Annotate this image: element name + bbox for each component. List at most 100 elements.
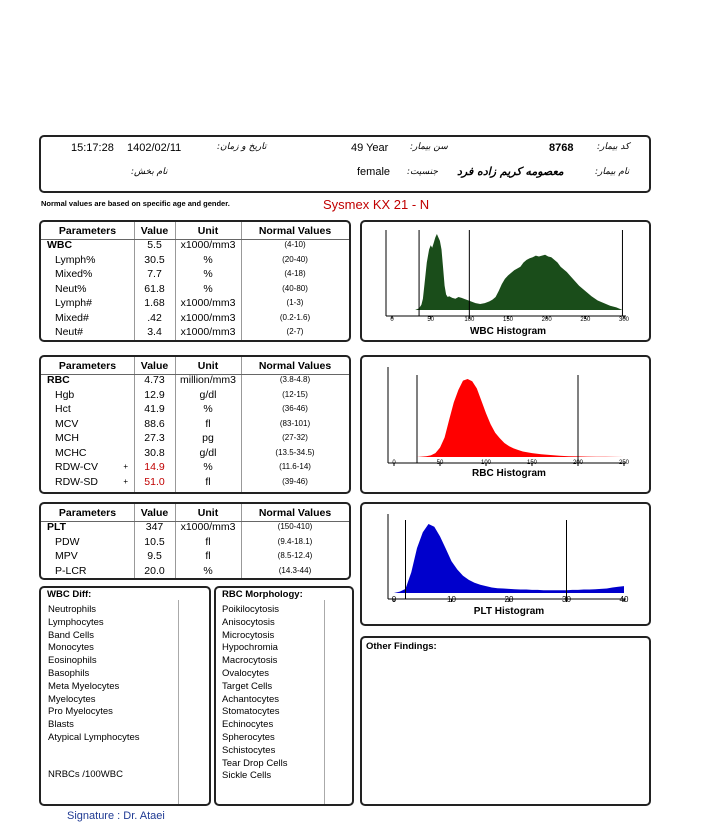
plt-histogram: 0 10 20 30 40 PLT Histogram	[387, 514, 629, 617]
other-findings-box: Other Findings:	[360, 636, 651, 806]
col-value: Value	[140, 360, 169, 372]
flag-indicator: +	[123, 462, 128, 471]
plt-results-box: Parameters Value Unit Normal Values PLT 3…	[39, 502, 351, 580]
plt-histogram-box: 0 10 20 30 40 PLT Histogram	[360, 502, 651, 626]
flag-indicator	[109, 520, 134, 535]
param-value: 41.9	[144, 403, 165, 415]
param-unit: %	[203, 282, 213, 295]
param-name: Neut%	[55, 282, 87, 295]
table-row: RBC 4.73 million/mm3 (3.8-4.8)	[41, 373, 349, 388]
normal-range: (14.3-44)	[278, 565, 312, 575]
param-unit: fl	[205, 550, 211, 562]
table-row: Mixed% 7.7% (4-18)	[41, 267, 349, 282]
list-item: Spherocytes	[222, 732, 275, 743]
param-name: PLT	[47, 521, 67, 533]
date-time-label: تاریخ و زمان:	[217, 142, 267, 152]
list-item: Echinocytes	[222, 719, 274, 731]
wbc-diff-box: WBC Diff: Neutrophils Lymphocytes Band Cel…	[39, 586, 211, 806]
param-value: 5.5	[147, 239, 162, 251]
list-item: Atypical Lymphocytes	[48, 732, 140, 743]
table-row: P-LCR 20.0% (14.3-44)	[41, 564, 349, 579]
list-item: Stomatocytes	[222, 706, 280, 718]
histogram-title: PLT Histogram	[474, 606, 544, 617]
param-name: Hct	[55, 403, 71, 415]
col-value: Value	[140, 225, 169, 237]
normal-range: (40-80)	[282, 283, 308, 293]
flag-indicator	[109, 564, 134, 579]
param-name: Hgb	[55, 388, 75, 401]
patient-code: 8768	[549, 142, 574, 154]
normal-range: (39-46)	[282, 476, 308, 486]
param-unit: x1000/mm3	[180, 521, 236, 533]
col-normal: Normal Values	[258, 507, 332, 519]
table-row: MCHC 30.8 g/dl (13.5-34.5)	[41, 446, 349, 461]
flag-indicator	[109, 535, 134, 550]
flag-indicator	[109, 253, 134, 268]
rbc-histogram: 0 50 100 150 200 250 RBC Histogram	[387, 367, 630, 479]
table-row: MPV 9.5 fl (8.5-12.4)	[41, 549, 349, 564]
normal-range: (8.5-12.4)	[277, 551, 313, 560]
param-unit: %	[203, 461, 213, 473]
wbc-results-box: Parameters Value Unit Normal Values WBC 5…	[39, 220, 351, 342]
patient-name-label: نام بیمار:	[595, 167, 630, 177]
histogram-area	[392, 234, 623, 310]
flag-indicator	[109, 296, 134, 311]
x-tick-label: 50	[437, 460, 444, 466]
flag-indicator	[109, 446, 134, 461]
flag-indicator	[109, 549, 134, 564]
list-item: Tear Drop Cells	[222, 757, 288, 769]
x-tick-label: 100	[464, 317, 475, 323]
param-value: 1.68	[144, 297, 165, 309]
param-name: RDW-SD	[55, 475, 98, 488]
wbc-diff-title: WBC Diff:	[47, 589, 92, 600]
param-unit: x1000/mm3	[180, 239, 236, 251]
normal-range: (13.5-34.5)	[275, 447, 315, 457]
param-unit: %	[203, 564, 213, 577]
wbc-histogram: 0 50 100 150 200 250 300 WBC Histogram	[385, 230, 630, 337]
list-item: Myelocytes	[48, 693, 96, 705]
param-unit: %	[203, 403, 213, 415]
param-value: 14.9	[144, 461, 165, 473]
histogram-title: WBC Histogram	[470, 326, 546, 337]
param-name: Lymph#	[55, 297, 92, 309]
normal-range: (11.6-14)	[279, 462, 311, 471]
param-name: WBC	[47, 239, 73, 251]
patient-header-box: 15:17:28 1402/02/11 تاریخ و زمان: 49 Yea…	[39, 135, 651, 193]
normal-range: (27-32)	[282, 433, 308, 442]
patient-code-label: کد بیمار:	[597, 142, 630, 152]
flag-indicator	[109, 325, 134, 340]
x-tick-label: 250	[619, 460, 630, 466]
x-tick-label: 250	[580, 317, 591, 323]
param-unit: fl	[205, 535, 211, 548]
param-name: RDW-CV	[55, 461, 98, 473]
signature: Signature : Dr. Ataei	[67, 810, 165, 822]
rbc-results-box: Parameters Value Unit Normal Values RBC 4…	[39, 355, 351, 494]
table-row: Hct 41.9% (36-46)	[41, 402, 349, 417]
param-name: MCHC	[55, 446, 87, 459]
list-item: Basophils	[48, 668, 90, 679]
device-name: Sysmex KX 21 - N	[323, 197, 430, 212]
param-name: Lymph%	[55, 253, 96, 266]
normal-range: (2-7)	[286, 327, 304, 336]
x-tick-label: 150	[503, 317, 514, 323]
col-parameters: Parameters	[58, 360, 117, 372]
table-row: Lymph# 1.68 x1000/mm3 (1-3)	[41, 296, 349, 311]
flag-indicator	[109, 282, 134, 297]
param-value: 7.7	[147, 268, 162, 280]
normal-range: (36-46)	[282, 404, 308, 413]
x-tick-label: 10	[447, 595, 456, 604]
param-value: 30.5	[144, 253, 165, 266]
table-row: WBC 5.5 x1000/mm3 (4-10)	[41, 238, 349, 253]
table-row: RDW-SD +51.0 fl (39-46)	[41, 475, 349, 490]
age-label: سن بیمار:	[410, 142, 448, 152]
col-normal: Normal Values	[258, 360, 332, 372]
param-value: 10.5	[144, 535, 165, 548]
other-findings-title: Other Findings:	[366, 641, 437, 652]
param-value: 9.5	[147, 550, 162, 562]
param-name: Neut#	[55, 326, 84, 338]
x-tick-label: 200	[573, 460, 584, 466]
normal-range: (12-15)	[282, 389, 308, 399]
patient-name: معصومه کریم زاده فرد	[457, 165, 564, 178]
col-unit: Unit	[197, 507, 219, 519]
flag-indicator: +	[123, 476, 128, 486]
